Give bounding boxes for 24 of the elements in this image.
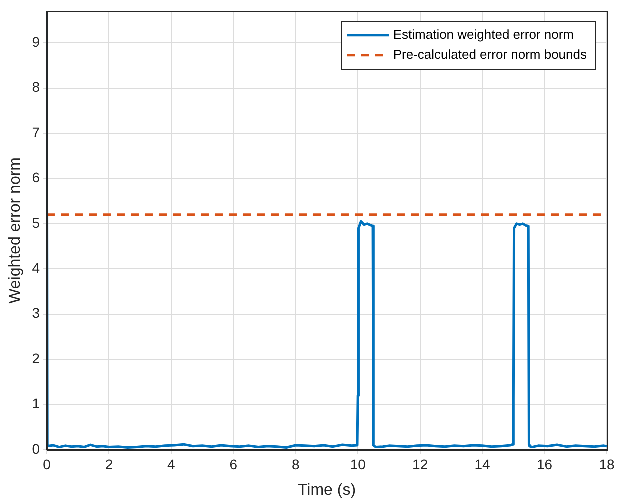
y-tick-label: 3 (32, 305, 40, 322)
x-tick-label: 8 (292, 456, 300, 472)
y-tick-label: 5 (32, 214, 40, 231)
y-tick-label: 1 (32, 396, 40, 412)
y-axis-title: Weighted error norm (7, 157, 24, 304)
legend-label: Pre-calculated error norm bounds (393, 46, 588, 62)
y-tick-label: 8 (32, 79, 40, 96)
x-tick-label: 16 (536, 456, 553, 472)
y-tick-label: 2 (32, 350, 40, 366)
y-tick-label: 7 (32, 124, 40, 140)
x-tick-label: 12 (412, 456, 428, 472)
x-tick-label: 2 (105, 456, 114, 472)
y-tick-label: 4 (32, 260, 40, 276)
x-tick-label: 6 (230, 456, 238, 472)
y-tick-label: 0 (32, 440, 40, 457)
x-axis-title: Time (s) (298, 482, 356, 499)
x-tick-label: 10 (350, 456, 366, 472)
legend-label: Estimation weighted error norm (393, 26, 574, 42)
y-tick-label: 9 (32, 34, 40, 50)
y-tick-label: 6 (32, 170, 40, 186)
x-tick-label: 0 (43, 456, 52, 472)
x-tick-label: 14 (474, 456, 491, 472)
x-tick-label: 18 (599, 456, 615, 472)
x-tick-label: 4 (168, 456, 176, 472)
